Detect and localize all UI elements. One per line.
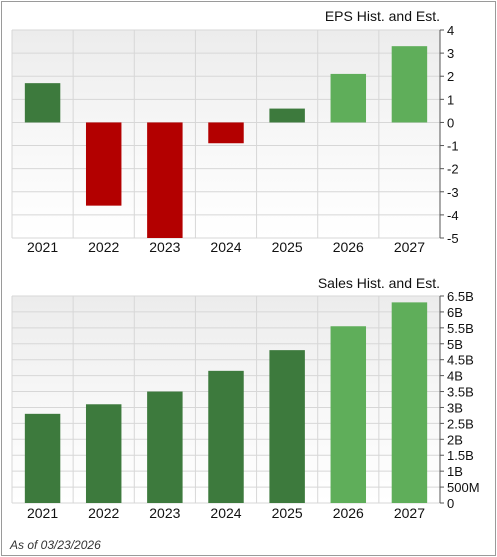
eps-y-tick-label: -5 [447, 231, 459, 246]
eps-y-tick-label: 4 [447, 23, 454, 38]
eps-y-tick-label: -2 [447, 162, 459, 177]
sales-y-tick-label: 5.5B [447, 321, 474, 336]
eps-x-tick-label: 2023 [149, 239, 180, 255]
eps-y-tick-label: 3 [447, 46, 454, 61]
sales-x-tick-label: 2023 [149, 505, 180, 521]
sales-y-tick-label: 2B [447, 432, 463, 447]
sales-bar-2026 [330, 326, 367, 503]
sales-x-tick-label: 2027 [394, 505, 425, 521]
eps-bar-2023 [147, 122, 183, 238]
sales-x-tick-label: 2025 [272, 505, 303, 521]
eps-x-tick-label: 2026 [333, 239, 364, 255]
eps-bar-2022 [85, 122, 122, 206]
sales-y-tick-label: 6B [447, 305, 463, 320]
sales-bar-2025 [269, 350, 305, 503]
eps-y-tick-label: -4 [447, 208, 459, 223]
eps-bar-2021 [24, 83, 61, 123]
sales-y-tick-label: 6.5B [447, 289, 474, 304]
sales-bar-2024 [208, 370, 244, 503]
sales-y-tick-label: 5B [447, 337, 463, 352]
eps-x-tick-label: 2022 [88, 239, 119, 255]
eps-bar-2026 [330, 73, 367, 123]
sales-y-tick-label: 4.5B [447, 353, 474, 368]
eps-x-tick-label: 2024 [210, 239, 241, 255]
sales-bar-2023 [147, 391, 183, 503]
sales-y-tick-label: 1B [447, 464, 463, 479]
eps-y-tick-label: 0 [447, 115, 454, 130]
eps-y-tick-label: -1 [447, 139, 459, 154]
sales-x-tick-label: 2021 [27, 505, 58, 521]
sales-bar-2027 [391, 302, 428, 503]
sales-bar-2022 [85, 404, 122, 503]
eps-y-tick-label: 1 [447, 92, 454, 107]
sales-x-tick-label: 2022 [88, 505, 119, 521]
sales-x-tick-label: 2026 [333, 505, 364, 521]
eps-y-tick-label: -3 [447, 185, 459, 200]
sales-y-tick-label: 1.5B [447, 448, 474, 463]
sales-y-tick-label: 4B [447, 369, 463, 384]
sales-y-tick-label: 3.5B [447, 385, 474, 400]
eps-bar-2027 [391, 46, 428, 123]
sales-bar-2021 [24, 413, 61, 503]
sales-chart-title: Sales Hist. and Est. [318, 275, 440, 291]
sales-y-tick-label: 3B [447, 400, 463, 415]
eps-x-tick-label: 2021 [27, 239, 58, 255]
eps-bar-2025 [269, 108, 305, 123]
eps-x-tick-label: 2025 [272, 239, 303, 255]
sales-x-tick-label: 2024 [210, 505, 241, 521]
sales-y-tick-label: 0 [447, 496, 454, 511]
eps-bar-2024 [208, 122, 244, 144]
sales-y-tick-label: 2.5B [447, 416, 474, 431]
eps-chart-title: EPS Hist. and Est. [325, 8, 440, 24]
sales-y-tick-label: 500M [447, 480, 480, 495]
eps-y-tick-label: 2 [447, 69, 454, 84]
eps-x-tick-label: 2027 [394, 239, 425, 255]
as-of-date: As of 03/23/2026 [10, 538, 101, 552]
